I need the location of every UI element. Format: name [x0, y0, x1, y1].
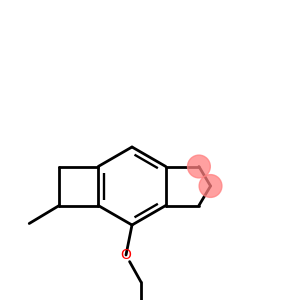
Circle shape — [199, 175, 222, 197]
Text: O: O — [121, 248, 131, 262]
Circle shape — [188, 155, 210, 178]
